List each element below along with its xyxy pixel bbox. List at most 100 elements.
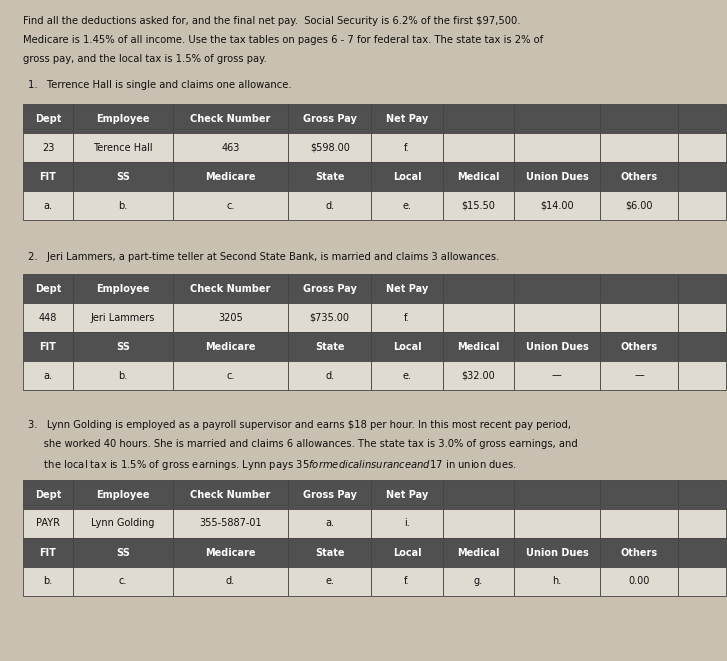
Text: State: State (315, 171, 345, 182)
Text: e.: e. (325, 576, 334, 586)
Text: Check Number: Check Number (190, 490, 270, 500)
Text: e.: e. (403, 371, 411, 381)
Text: Local: Local (393, 547, 422, 557)
Text: e.: e. (403, 200, 411, 210)
Bar (600, 303, 678, 332)
Bar (288, 274, 371, 303)
Text: g.: g. (474, 576, 483, 586)
Text: a.: a. (44, 200, 52, 210)
Text: b.: b. (119, 371, 127, 381)
Text: Medical: Medical (457, 171, 499, 182)
Bar (23, 332, 73, 361)
Bar (288, 509, 371, 538)
Bar (73, 538, 173, 567)
Bar (600, 104, 678, 133)
Bar (73, 274, 173, 303)
Bar (23, 509, 73, 538)
Bar (371, 162, 443, 191)
Text: $15.50: $15.50 (462, 200, 495, 210)
Text: Dept: Dept (35, 114, 61, 124)
Bar (600, 274, 678, 303)
Bar (73, 480, 173, 509)
Bar (173, 133, 288, 162)
Text: b.: b. (119, 200, 127, 210)
Text: Medical: Medical (457, 342, 499, 352)
Text: FIT: FIT (39, 547, 57, 557)
Text: h.: h. (553, 576, 561, 586)
Bar (443, 104, 514, 133)
Bar (443, 538, 514, 567)
Bar (443, 133, 514, 162)
Text: Local: Local (393, 171, 422, 182)
Bar (678, 480, 726, 509)
Text: 448: 448 (39, 313, 57, 323)
Text: Union Dues: Union Dues (526, 547, 588, 557)
Bar (23, 133, 73, 162)
Bar (173, 104, 288, 133)
Text: Others: Others (620, 547, 658, 557)
Text: Net Pay: Net Pay (386, 284, 428, 293)
Bar (173, 538, 288, 567)
Text: $598.00: $598.00 (310, 143, 350, 153)
Bar (73, 361, 173, 390)
Text: FIT: FIT (39, 171, 57, 182)
Bar (173, 509, 288, 538)
Bar (514, 480, 600, 509)
Text: Employee: Employee (96, 114, 150, 124)
Bar (514, 361, 600, 390)
Bar (288, 191, 371, 220)
Bar (73, 332, 173, 361)
Bar (600, 538, 678, 567)
Bar (443, 332, 514, 361)
Bar (678, 303, 726, 332)
Bar (514, 332, 600, 361)
Text: Others: Others (620, 342, 658, 352)
Text: a.: a. (44, 371, 52, 381)
Text: Dept: Dept (35, 490, 61, 500)
Text: Employee: Employee (96, 490, 150, 500)
Text: 463: 463 (221, 143, 240, 153)
Bar (288, 538, 371, 567)
Text: State: State (315, 547, 345, 557)
Bar (443, 361, 514, 390)
Bar (371, 303, 443, 332)
Bar (514, 133, 600, 162)
Text: 2.   Jeri Lammers, a part-time teller at Second State Bank, is married and claim: 2. Jeri Lammers, a part-time teller at S… (28, 252, 499, 262)
Text: Check Number: Check Number (190, 114, 270, 124)
Text: d.: d. (226, 576, 235, 586)
Text: Dept: Dept (35, 284, 61, 293)
Bar (23, 162, 73, 191)
Bar (23, 480, 73, 509)
Bar (173, 480, 288, 509)
Text: 3205: 3205 (218, 313, 243, 323)
Text: 1.   Terrence Hall is single and claims one allowance.: 1. Terrence Hall is single and claims on… (28, 80, 292, 90)
Bar (73, 567, 173, 596)
Text: 0.00: 0.00 (628, 576, 650, 586)
Bar (23, 104, 73, 133)
Bar (600, 191, 678, 220)
Text: $6.00: $6.00 (625, 200, 653, 210)
Text: f.: f. (404, 576, 410, 586)
Bar (600, 332, 678, 361)
Bar (23, 274, 73, 303)
Text: f.: f. (404, 143, 410, 153)
Bar (514, 538, 600, 567)
Text: i.: i. (404, 518, 410, 529)
Bar (288, 162, 371, 191)
Bar (288, 332, 371, 361)
Bar (371, 274, 443, 303)
Text: Medicare: Medicare (205, 342, 256, 352)
Bar (371, 191, 443, 220)
Bar (678, 538, 726, 567)
Bar (371, 538, 443, 567)
Text: $32.00: $32.00 (462, 371, 495, 381)
Text: Jeri Lammers: Jeri Lammers (91, 313, 155, 323)
Text: 3.   Lynn Golding is employed as a payroll supervisor and earns $18 per hour. In: 3. Lynn Golding is employed as a payroll… (28, 420, 571, 430)
Text: Medicare: Medicare (205, 547, 256, 557)
Bar (678, 274, 726, 303)
Text: Others: Others (620, 171, 658, 182)
Bar (514, 303, 600, 332)
Bar (514, 567, 600, 596)
Bar (173, 191, 288, 220)
Text: —: — (552, 371, 562, 381)
